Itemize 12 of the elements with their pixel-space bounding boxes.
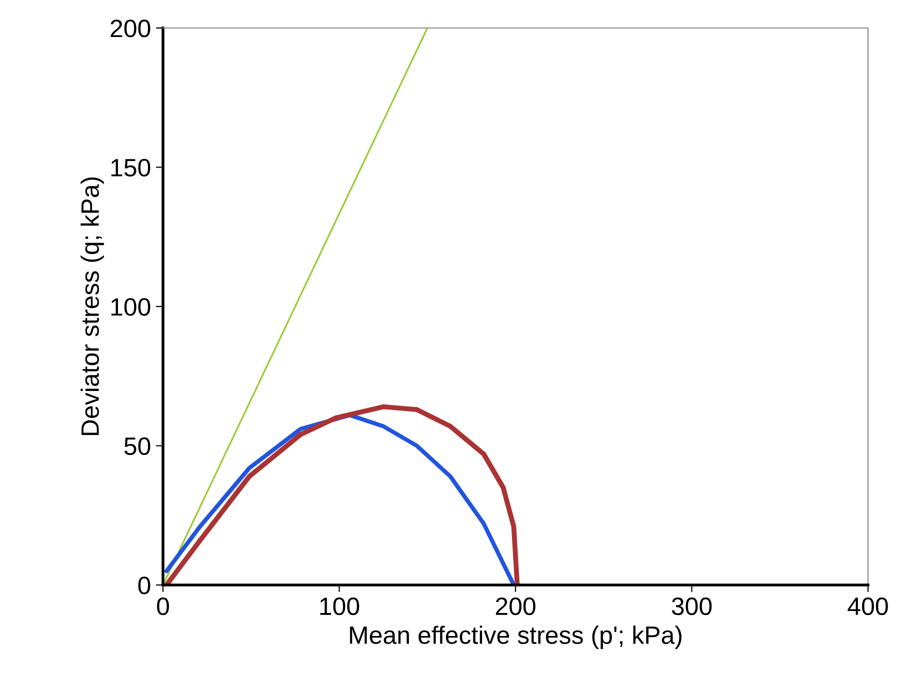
y-tick-label: 150 <box>111 158 150 177</box>
x-tick-label: 400 <box>848 597 888 616</box>
x-tick-label: 0 <box>157 597 169 616</box>
x-tick-label: 100 <box>320 597 360 616</box>
y-axis-title: Deviator stress (q; kPa) <box>80 177 104 436</box>
x-tick-label: 300 <box>672 597 712 616</box>
y-tick-label: 0 <box>138 576 150 594</box>
y-tick-label: 100 <box>111 298 150 316</box>
x-axis-title: Mean effective stress (p'; kPa) <box>350 626 682 649</box>
x-tick-label: 200 <box>496 597 536 616</box>
y-tick-label: 200 <box>110 20 150 38</box>
y-tick-label: 50 <box>124 437 150 456</box>
